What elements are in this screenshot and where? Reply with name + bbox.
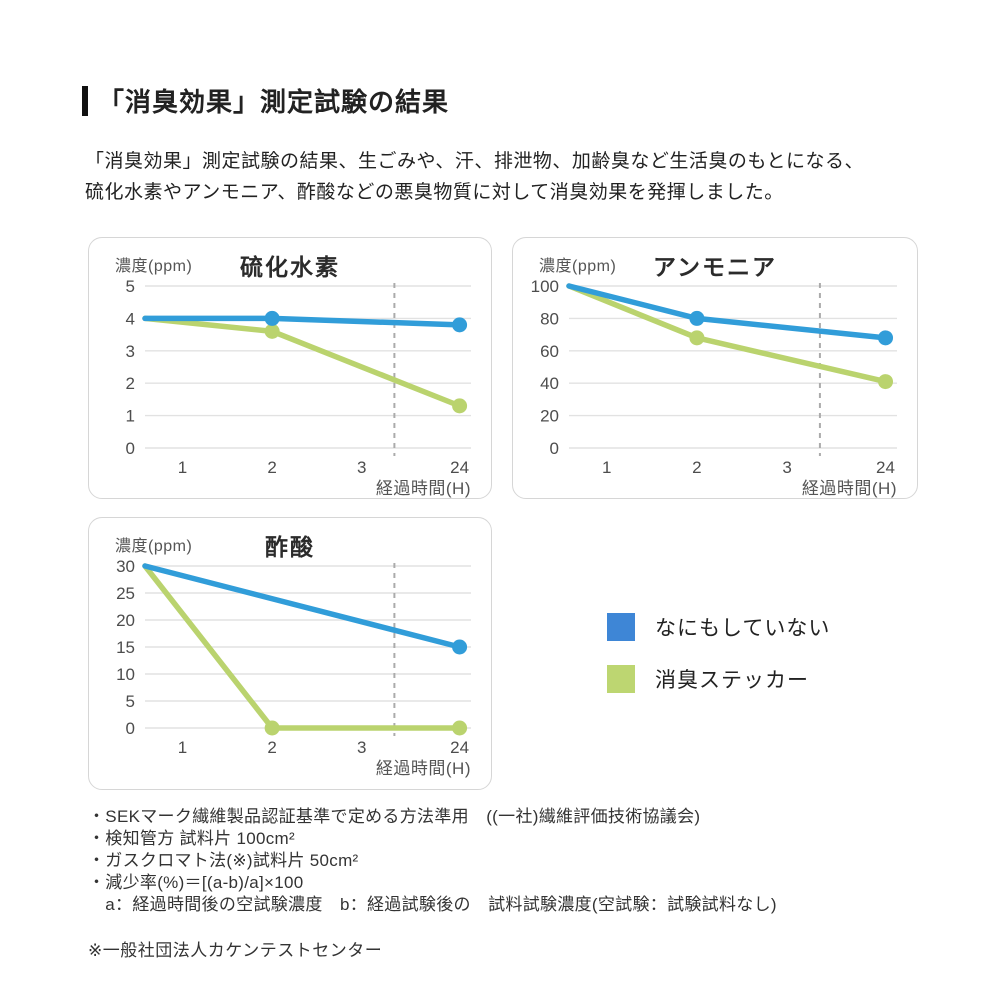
page-header: 「消臭効果」測定試験の結果 xyxy=(82,82,449,119)
svg-text:3: 3 xyxy=(782,458,791,477)
chart-card-acetic-acid: 30 25 20 15 10 5 0 1 2 3 24 濃度(ppm) 酢酸 経過時間(H) xyxy=(88,517,492,790)
page-title: 「消臭効果」測定試験の結果 xyxy=(98,87,450,117)
footnote-line: ・減少率(%)＝[(a-b)/a]×100 xyxy=(88,873,304,892)
svg-text:80: 80 xyxy=(540,309,559,328)
legend-item-deodorant-sticker: 消臭ステッカー xyxy=(607,664,830,694)
y-axis-label: 濃度(ppm) xyxy=(539,258,617,275)
svg-text:3: 3 xyxy=(126,342,135,361)
chart-title-hydrogen-sulfide: 硫化水素 xyxy=(240,254,340,280)
footnote-line: ・SEKマーク繊維製品認証基準で定める方法準用 ((一社)繊維評価技術協議会) xyxy=(88,807,701,826)
svg-text:4: 4 xyxy=(126,309,135,328)
svg-text:60: 60 xyxy=(540,342,559,361)
agency-note: ※一般社団法人カケンテストセンター xyxy=(88,941,383,960)
svg-text:0: 0 xyxy=(126,439,135,458)
x-axis-label: 経過時間(H) xyxy=(375,479,471,498)
footnotes: ・SEKマーク繊維製品認証基準で定める方法準用 ((一社)繊維評価技術協議会) … xyxy=(88,806,777,916)
intro-line-2: 硫化水素やアンモニア、酢酸などの悪臭物質に対して消臭効果を発揮しました。 xyxy=(85,182,784,203)
footnote-line: ・ガスクロマト法(※)試料片 50cm² xyxy=(88,851,359,870)
x-axis-label: 経過時間(H) xyxy=(375,759,471,778)
svg-text:100: 100 xyxy=(531,277,559,296)
svg-text:25: 25 xyxy=(116,584,135,603)
chart-card-ammonia: 100 80 60 40 20 0 1 2 3 24 濃度(ppm) アンモニア 経過時間(H) xyxy=(512,237,918,499)
svg-text:24: 24 xyxy=(450,458,469,477)
intro-line-1: 「消臭効果」測定試験の結果、生ごみや、汗、排泄物、加齢臭など生活臭のもとになる、 xyxy=(85,151,865,172)
svg-text:2: 2 xyxy=(126,374,135,393)
x-axis-label: 経過時間(H) xyxy=(801,479,897,498)
legend-label-deodorant-sticker: 消臭ステッカー xyxy=(655,669,809,692)
legend-swatch-blue xyxy=(607,613,635,641)
title-accent-bar xyxy=(82,85,88,116)
legend-label-untreated: なにもしていない xyxy=(655,617,831,640)
svg-text:2: 2 xyxy=(267,738,276,757)
svg-text:40: 40 xyxy=(540,374,559,393)
y-axis-label: 濃度(ppm) xyxy=(115,258,193,275)
svg-text:1: 1 xyxy=(126,407,135,426)
svg-text:0: 0 xyxy=(126,719,135,738)
chart-title-ammonia: アンモニア xyxy=(652,254,778,280)
svg-text:5: 5 xyxy=(126,692,135,711)
svg-text:2: 2 xyxy=(267,458,276,477)
svg-text:3: 3 xyxy=(357,458,366,477)
ammonia-plot: 100 80 60 40 20 0 1 2 3 24 xyxy=(531,277,897,477)
svg-text:0: 0 xyxy=(550,439,559,458)
footnote-line: a：経過時間後の空試験濃度 b：経過試験後の 試料試験濃度(空試験：試験試料なし… xyxy=(88,895,777,914)
acetic-acid-plot: 30 25 20 15 10 5 0 1 2 3 24 xyxy=(116,557,471,757)
chart-title-acetic-acid: 酢酸 xyxy=(265,534,315,560)
svg-text:1: 1 xyxy=(178,458,187,477)
svg-text:3: 3 xyxy=(357,738,366,757)
intro-paragraph: 「消臭効果」測定試験の結果、生ごみや、汗、排泄物、加齢臭など生活臭のもとになる、… xyxy=(85,146,864,208)
footnote-line: ・検知管方 試料片 100cm² xyxy=(88,829,295,848)
legend-swatch-green xyxy=(607,665,635,693)
svg-text:20: 20 xyxy=(540,407,559,426)
svg-text:20: 20 xyxy=(116,611,135,630)
chart-legend: なにもしていない 消臭ステッカー xyxy=(607,612,830,716)
svg-text:30: 30 xyxy=(116,557,135,576)
svg-text:10: 10 xyxy=(116,665,135,684)
svg-text:1: 1 xyxy=(178,738,187,757)
svg-text:15: 15 xyxy=(116,638,135,657)
svg-text:2: 2 xyxy=(692,458,701,477)
svg-text:24: 24 xyxy=(876,458,895,477)
chart-card-hydrogen-sulfide: 5 4 3 2 1 0 1 2 3 24 濃度(ppm) 硫化水素 経過時間(H) xyxy=(88,237,492,499)
hydrogen-sulfide-plot: 5 4 3 2 1 0 1 2 3 24 xyxy=(126,277,471,477)
svg-text:5: 5 xyxy=(126,277,135,296)
svg-text:1: 1 xyxy=(602,458,611,477)
svg-text:24: 24 xyxy=(450,738,469,757)
legend-item-untreated: なにもしていない xyxy=(607,612,830,642)
y-axis-label: 濃度(ppm) xyxy=(115,538,193,555)
